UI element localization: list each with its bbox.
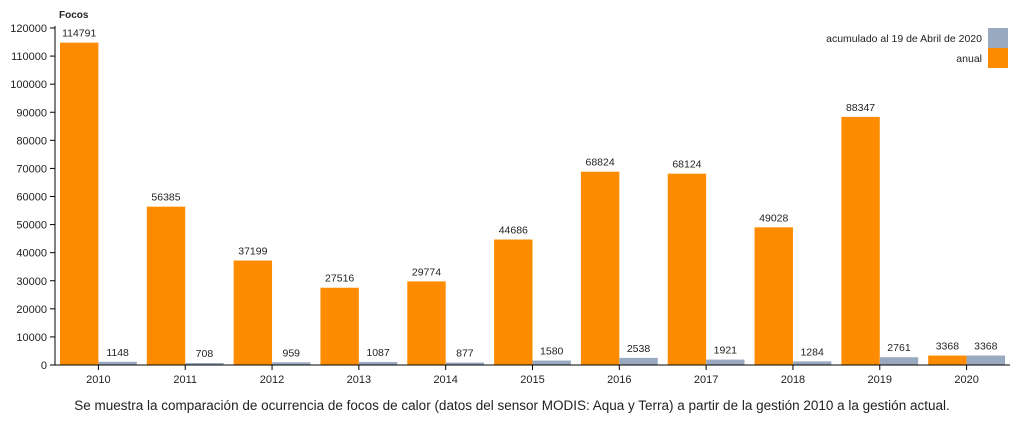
data-label-anual-2020: 3368: [936, 341, 960, 353]
y-tick-label: 40000: [16, 248, 47, 260]
y-tick-label: 20000: [16, 304, 47, 316]
bar-anual-2017: [667, 173, 707, 365]
legend-swatch-anual: [988, 48, 1008, 68]
x-axis: 2010 2011 2012 2013 2014 2015 2016 2017 2018 2019…: [55, 364, 1010, 386]
data-label-acumulado-2019: 2761: [887, 342, 911, 354]
y-tick-label: 110000: [11, 51, 47, 63]
y-tick-label: 90000: [16, 107, 47, 119]
bar-acumulado-2017: [706, 359, 745, 365]
bar-acumulado-2013: [358, 361, 398, 365]
bar-anual-2015: [494, 239, 533, 365]
x-tick-label-2016: 2016: [607, 374, 631, 386]
x-tick-label-2012: 2012: [260, 374, 284, 386]
bar-anual-2012: [233, 260, 273, 365]
x-tick-label-2015: 2015: [520, 374, 544, 386]
y-tick-label: 120000: [10, 23, 47, 35]
x-tick-label-2013: 2013: [347, 374, 371, 386]
bar-chart: 114791 1148 56385 708 37199 959 27516 1087 29774…: [10, 10, 1010, 386]
bar-anual-2013: [320, 287, 359, 365]
data-label-acumulado-2012: 959: [282, 347, 300, 359]
bar-anual-2016: [580, 171, 620, 365]
data-label-acumulado-2014: 877: [456, 348, 474, 360]
y-axis: 0 10000 20000 30000 40000 50000 60000 70000 8000…: [10, 23, 56, 372]
bar-anual-2011: [146, 206, 186, 365]
y-tick-label: 10000: [16, 332, 47, 344]
data-label-acumulado-2018: 1284: [800, 346, 824, 358]
data-label-acumulado-2013: 1087: [366, 347, 390, 359]
bar-anual-2018: [754, 227, 793, 365]
y-tick-label: 70000: [16, 163, 47, 175]
bar-acumulado-2012: [272, 362, 311, 365]
data-label-anual-2011: 56385: [151, 192, 180, 204]
bar-acumulado-2011: [185, 363, 224, 365]
y-tick-label: 30000: [16, 276, 47, 288]
bar-acumulado-2018: [792, 361, 832, 365]
y-axis-label: Focos: [59, 10, 89, 21]
x-tick-label-2017: 2017: [694, 374, 718, 386]
y-tick-label: 50000: [16, 220, 47, 232]
data-label-acumulado-2020: 3368: [974, 341, 998, 353]
x-tick-label-2020: 2020: [954, 374, 978, 386]
data-label-acumulado-2015: 1580: [540, 346, 564, 358]
bar-acumulado-2015: [532, 360, 571, 365]
bar-anual-2010: [60, 42, 99, 366]
bar-anual-2014: [407, 281, 446, 365]
legend-label-acumulado: acumulado al 19 de Abril de 2020: [826, 33, 982, 45]
legend-swatch-acumulado: [988, 28, 1008, 48]
x-tick-label-2010: 2010: [86, 374, 110, 386]
data-label-acumulado-2011: 708: [196, 348, 214, 360]
legend: acumulado al 19 de Abril de 2020 anual: [826, 28, 1008, 68]
data-label-anual-2018: 49028: [759, 212, 788, 224]
y-tick-label: 100000: [10, 79, 47, 91]
bar-acumulado-2016: [619, 357, 658, 365]
data-label-acumulado-2016: 2538: [627, 343, 651, 355]
data-label-anual-2015: 44686: [499, 225, 528, 237]
x-tick-label-2014: 2014: [433, 374, 457, 386]
legend-label-anual: anual: [956, 53, 982, 65]
bar-acumulado-2014: [445, 362, 485, 365]
x-tick-label-2011: 2011: [173, 374, 197, 386]
y-tick-label: 60000: [16, 192, 47, 204]
x-tick-label-2019: 2019: [868, 374, 892, 386]
data-label-anual-2016: 68824: [586, 157, 615, 169]
x-tick-label-2018: 2018: [781, 374, 805, 386]
data-label-anual-2010: 114791: [62, 28, 96, 40]
bar-anual-2020: [928, 355, 967, 365]
bar-anual-2019: [841, 116, 880, 365]
bar-acumulado-2010: [98, 361, 137, 365]
data-label-anual-2019: 88347: [846, 102, 875, 114]
bar-acumulado-2019: [879, 357, 919, 365]
data-label-anual-2014: 29774: [412, 266, 441, 278]
y-tick-label: 80000: [16, 135, 47, 147]
data-label-anual-2017: 68124: [672, 159, 701, 171]
data-label-anual-2012: 37199: [238, 246, 267, 258]
y-tick-label: 0: [41, 360, 47, 372]
data-label-anual-2013: 27516: [325, 273, 354, 285]
data-label-acumulado-2010: 1148: [106, 347, 129, 359]
chart-caption: Se muestra la comparación de ocurrencia …: [74, 398, 950, 413]
bar-acumulado-2020: [966, 355, 1005, 365]
plot-area: 114791 1148 56385 708 37199 959 27516 1087 29774…: [60, 28, 1005, 366]
data-label-acumulado-2017: 1921: [714, 345, 738, 357]
